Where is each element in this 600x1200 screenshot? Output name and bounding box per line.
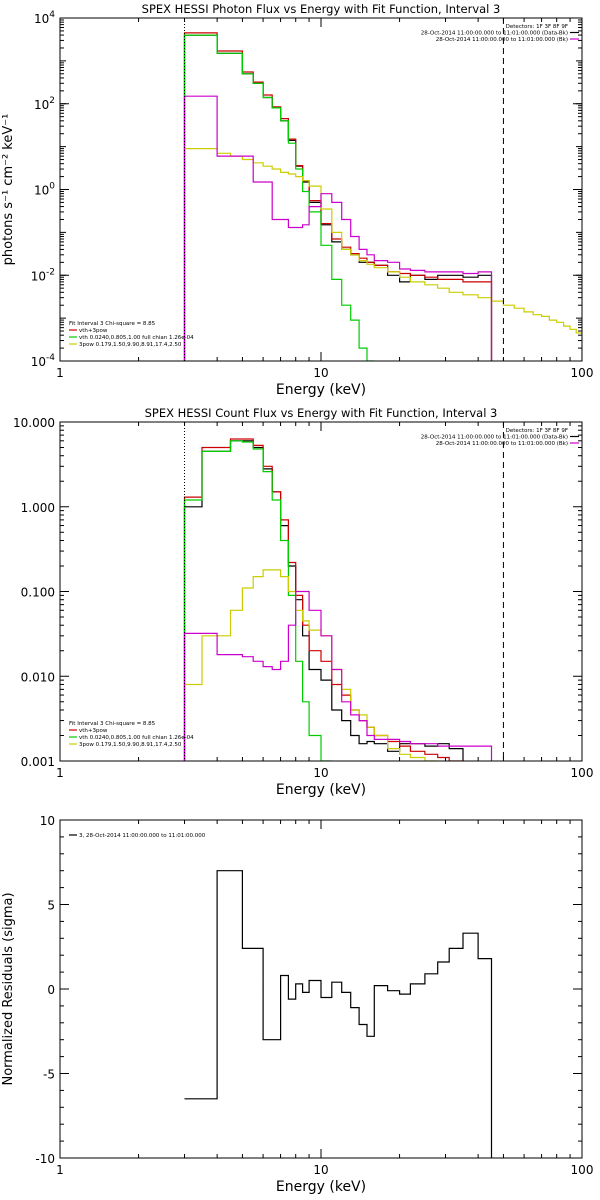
y-tick-label: 102 [34, 96, 55, 112]
series-vth [183, 34, 375, 361]
chart-title: SPEX HESSI Count Flux vs Energy with Fit… [145, 406, 498, 420]
x-tick-label: 100 [571, 366, 594, 380]
y-tick-label: -10 [35, 1152, 55, 1166]
legend-entry: Fit Interval 3 Chi-square = 8.85 [69, 321, 156, 327]
y-tick-label: 5 [47, 899, 55, 913]
legend-entry: 28-Oct-2014 11:00:00.000 to 11:01:00.000… [421, 31, 568, 37]
residuals-panel: 1 10 100 Energy (keV) -10 -5 0 5 10 Normalized Re… [1, 814, 593, 1195]
x-tick-label: 10 [313, 1163, 328, 1177]
series-vth-3pow [183, 438, 463, 761]
y-axis-label: photons s⁻¹ cm⁻² keV⁻¹ [1, 114, 16, 266]
y-tick-label: 0.001 [21, 755, 55, 769]
legend-entry: 28-Oct-2014 11:00:00.000 to 11:01:00.000… [421, 435, 568, 441]
series-data-bk [183, 440, 464, 761]
x-axis-label: Energy (keV) [276, 382, 366, 398]
series-3pow [183, 569, 438, 761]
series-vth-3pow [183, 32, 493, 361]
y-tick-label: 0.100 [21, 586, 55, 600]
y-tick-label: 10-2 [31, 267, 55, 283]
x-tick-label: 100 [571, 766, 594, 780]
plot-frame [59, 17, 583, 362]
legend-entry: vth 0.0240,0.805,1.00 full chian 1.26e-0… [79, 335, 194, 341]
series-residuals [184, 870, 493, 1158]
series-group [183, 32, 582, 361]
y-tick-label: 0 [47, 983, 55, 997]
photon-flux-panel: SPEX HESSI Photon Flux vs Energy with Fi… [1, 2, 593, 398]
series-3pow [183, 148, 582, 361]
chart-title: SPEX HESSI Photon Flux vs Energy with Fi… [142, 2, 501, 16]
plot-frame [59, 819, 583, 1159]
x-tick-label: 1 [56, 1163, 64, 1177]
legend-entry: 3, 28-Oct-2014 11:00:00.000 to 11:01:00.… [79, 833, 206, 839]
series-data-bk [183, 34, 493, 361]
legend-entry: Detectors: 1F 3F 8F 9F [506, 24, 568, 30]
y-tick-label: 10-4 [31, 353, 56, 369]
x-tick-label: 10 [313, 766, 328, 780]
y-tick-label: -5 [43, 1068, 55, 1082]
plot-frame [59, 421, 583, 762]
series-group [183, 438, 493, 761]
series-bk [183, 590, 493, 761]
legend-entry: Fit Interval 3 Chi-square = 8.85 [69, 721, 156, 727]
legend-entry: 28-Oct-2014 11:00:00.000 to 11:01:00.000… [436, 37, 568, 43]
y-tick-label: 1.000 [21, 501, 55, 515]
legend-entry: vth+3pow [79, 328, 108, 334]
x-axis-label: Energy (keV) [276, 1179, 366, 1195]
x-tick-label: 100 [571, 1163, 594, 1177]
y-tick-label: 104 [34, 10, 55, 26]
x-tick-label: 1 [56, 366, 64, 380]
legend-entry: Detectors: 1F 3F 8F 9F [506, 428, 568, 434]
y-tick-label: 10 [40, 814, 55, 828]
y-tick-label: 0.010 [21, 670, 55, 684]
series-bk [183, 95, 493, 361]
legend-entry: 3pow 0.179,1.50,9.90,8.91,17.4,2.50 [79, 742, 182, 748]
x-tick-label: 10 [313, 366, 328, 380]
legend-entry: 28-Oct-2014 11:00:00.000 to 11:01:00.000… [436, 441, 568, 447]
count-flux-panel: SPEX HESSI Count Flux vs Energy with Fit… [13, 406, 593, 798]
legend-entry: vth+3pow [79, 728, 108, 734]
y-axis-label: Normalized Residuals (sigma) [1, 892, 16, 1085]
series-vth [183, 440, 332, 761]
y-tick-label: 10.000 [13, 416, 55, 430]
x-tick-label: 1 [56, 766, 64, 780]
x-axis-label: Energy (keV) [276, 782, 366, 798]
y-tick-label: 100 [34, 182, 55, 198]
legend-entry: vth 0.0240,0.805,1.00 full chian 1.26e-0… [79, 735, 194, 741]
legend-entry: 3pow 0.179,1.50,9.90,8.91,17.4,2.50 [79, 342, 182, 348]
series-group [184, 870, 493, 1158]
